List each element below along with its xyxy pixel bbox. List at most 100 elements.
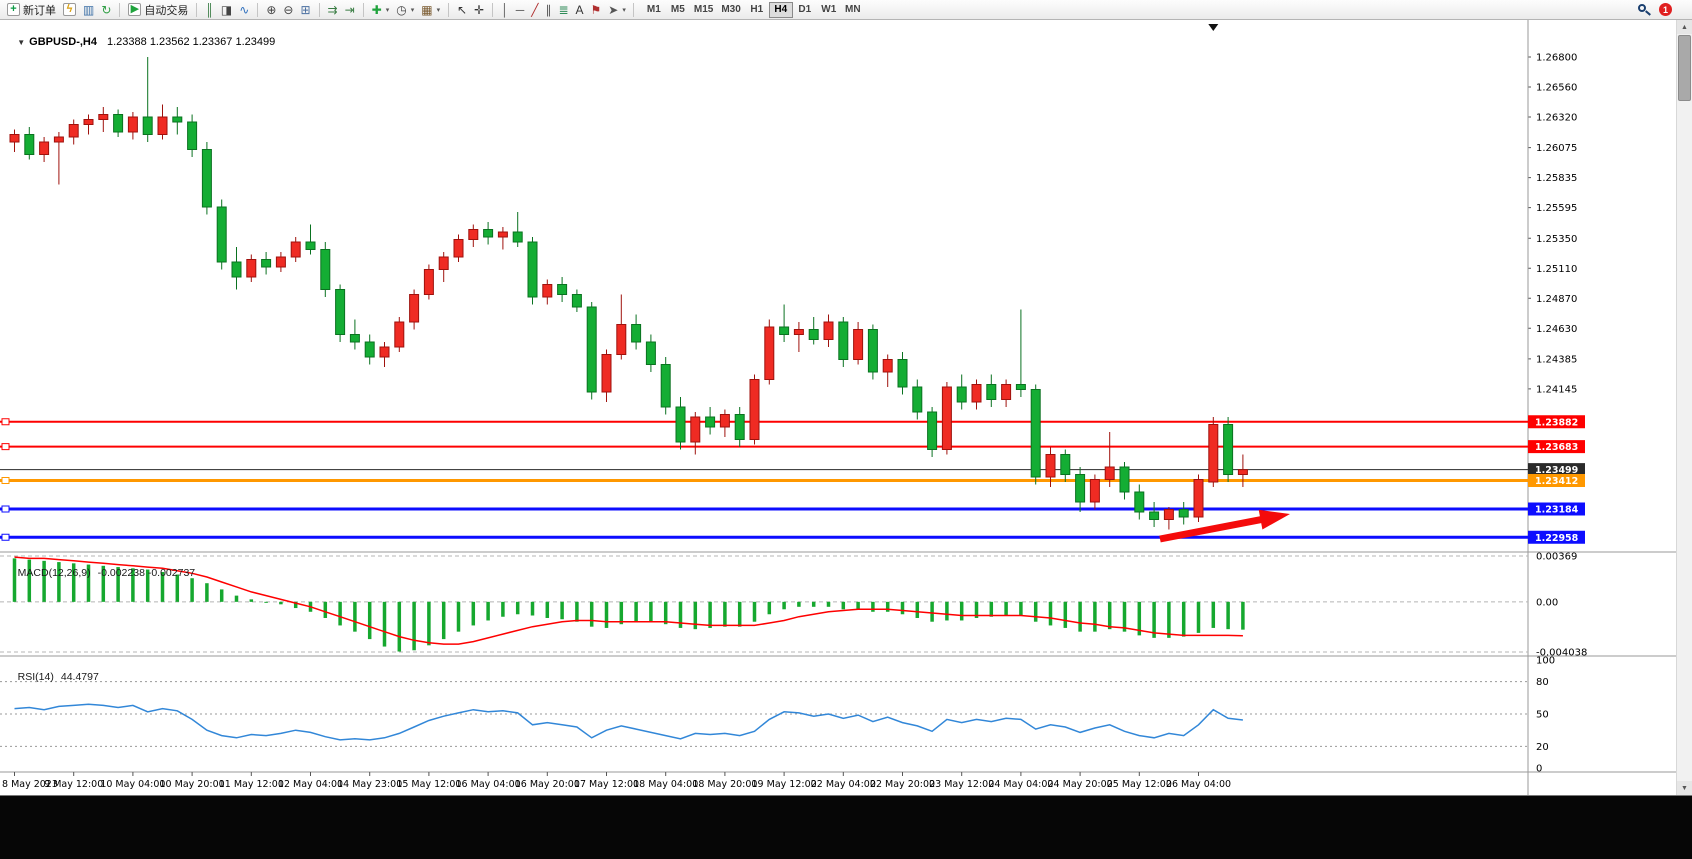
crosshair-button[interactable]: ✛ bbox=[471, 1, 487, 19]
line-handle[interactable] bbox=[1, 533, 10, 541]
macd-histogram-bar bbox=[826, 601, 831, 607]
toolbar-separator bbox=[196, 2, 198, 17]
templates-button[interactable]: ▦ ▾ bbox=[418, 1, 443, 19]
vertical-scrollbar[interactable]: ▲ ▼ bbox=[1676, 20, 1692, 795]
candle-body bbox=[853, 329, 864, 360]
timeframe-w1[interactable]: W1 bbox=[817, 2, 841, 18]
label-button[interactable]: ⚑ bbox=[588, 1, 605, 19]
line-handle[interactable] bbox=[1, 418, 10, 426]
candle-body bbox=[1208, 424, 1219, 483]
scroll-up-icon[interactable]: ▲ bbox=[1677, 20, 1692, 34]
price-axis-label: 1.26320 bbox=[1536, 113, 1577, 124]
bar-chart-type-button[interactable]: ║ bbox=[202, 1, 217, 19]
price-axis-label: 1.25350 bbox=[1536, 234, 1577, 245]
chevron-down-icon: ▾ bbox=[436, 6, 441, 14]
search-icon bbox=[1638, 3, 1646, 12]
macd-histogram-bar bbox=[737, 601, 742, 627]
vertical-line-icon: │ bbox=[501, 2, 509, 17]
candle bbox=[571, 289, 582, 312]
timeframe-m5[interactable]: M5 bbox=[666, 2, 690, 18]
arrows-button[interactable]: ➤ ▾ bbox=[605, 1, 629, 19]
date-axis-label: 8 May 2023 bbox=[2, 779, 58, 790]
timeframe-mn[interactable]: MN bbox=[841, 2, 865, 18]
timeframe-d1[interactable]: D1 bbox=[793, 2, 817, 18]
macd-histogram-bar bbox=[338, 601, 342, 626]
macd-histogram-bar bbox=[575, 601, 579, 622]
scrollbar-thumb[interactable] bbox=[1678, 35, 1691, 101]
periods-button[interactable]: ◷ ▾ bbox=[393, 1, 417, 19]
macd-histogram-bar bbox=[530, 601, 535, 616]
toolbar-separator bbox=[257, 2, 259, 17]
macd-histogram-bar bbox=[382, 601, 387, 647]
candle-body bbox=[645, 341, 656, 365]
candle bbox=[838, 317, 849, 367]
refresh-circle-icon: ↻ bbox=[101, 2, 112, 17]
auto-scroll-button[interactable]: ⇉ bbox=[325, 1, 341, 19]
macd-histogram-bar bbox=[323, 601, 328, 618]
candle bbox=[808, 317, 819, 345]
candle-body bbox=[9, 134, 20, 143]
candle bbox=[157, 104, 168, 140]
zoom-in-button[interactable]: ⊕ bbox=[263, 1, 279, 19]
line-handle[interactable] bbox=[1, 477, 10, 484]
candle-body bbox=[586, 306, 597, 393]
date-axis-label: 18 May 20:00 bbox=[692, 779, 757, 790]
rsi-scale-label: 100 bbox=[1536, 656, 1555, 667]
fibonacci-button[interactable]: ≣ bbox=[555, 1, 571, 19]
timeframe-m1[interactable]: M1 bbox=[642, 2, 666, 18]
timeframe-m30[interactable]: M30 bbox=[717, 2, 744, 18]
candle bbox=[216, 199, 227, 270]
candle-body bbox=[512, 231, 523, 243]
timeframe-h1[interactable]: H1 bbox=[745, 2, 769, 18]
macd-histogram-bar bbox=[515, 601, 520, 615]
notification-badge[interactable]: 1 bbox=[1659, 3, 1672, 16]
candle bbox=[483, 222, 494, 245]
rsi-line bbox=[14, 703, 1243, 741]
macd-histogram-bar bbox=[131, 568, 135, 602]
date-axis-label: 19 May 12:00 bbox=[752, 779, 817, 790]
chart-window-icon: ▥ bbox=[83, 2, 95, 17]
annotation-arrow[interactable] bbox=[1159, 509, 1290, 543]
candle bbox=[631, 314, 642, 350]
vertical-line-button[interactable]: │ bbox=[498, 1, 512, 19]
scroll-down-icon[interactable]: ▼ bbox=[1677, 781, 1692, 795]
candlestick-type-button[interactable]: ◨ bbox=[218, 1, 235, 19]
autotrading-button[interactable]: ▶ 自动交易 bbox=[125, 1, 191, 19]
chart-shift-button[interactable]: ⇥ bbox=[342, 1, 358, 19]
date-axis-label: 10 May 04:00 bbox=[100, 779, 165, 790]
candle-body bbox=[971, 384, 982, 403]
date-axis-label: 22 May 04:00 bbox=[811, 779, 876, 790]
toolbar-button-groups: + 新订单 ϟ ▥ ↻ ▶ 自动交易 ║ ◨ ∿ ⊕ ⊖ ⊞ ⇉ ⇥ ✚ ▾ ◷ ▾ ▦ ▾ ↖ ✛ │ ─ ╱ ∥ ≣ A ⚑ ➤ ▾ bbox=[4, 1, 629, 19]
candle bbox=[290, 237, 301, 262]
channel-button[interactable]: ∥ bbox=[542, 1, 554, 19]
tile-windows-button[interactable]: ⊞ bbox=[297, 1, 313, 19]
cursor-button[interactable]: ↖ bbox=[454, 1, 470, 19]
timeframe-h4[interactable]: H4 bbox=[768, 1, 793, 18]
search-button[interactable] bbox=[1637, 3, 1651, 17]
horizontal-line-button[interactable]: ─ bbox=[513, 1, 528, 19]
line-chart-type-button[interactable]: ∿ bbox=[236, 1, 252, 19]
indicators-button[interactable]: ✚ ▾ bbox=[369, 1, 393, 19]
line-handle[interactable] bbox=[1, 443, 10, 451]
candle-body bbox=[246, 259, 257, 278]
text-button[interactable]: A bbox=[573, 1, 587, 19]
trendline-button[interactable]: ╱ bbox=[528, 1, 541, 19]
toolbar-separator bbox=[632, 2, 634, 17]
line-chart-icon: ∿ bbox=[239, 2, 250, 17]
candle bbox=[1075, 467, 1086, 512]
candle-body bbox=[1119, 466, 1130, 493]
quotes-button[interactable]: ϟ bbox=[60, 1, 79, 19]
timeframe-m15[interactable]: M15 bbox=[690, 2, 717, 18]
new-order-button[interactable]: + 新订单 bbox=[4, 1, 59, 19]
line-handle[interactable] bbox=[1, 505, 10, 513]
candle-body bbox=[1075, 474, 1086, 503]
date-axis-label: 18 May 04:00 bbox=[633, 779, 698, 790]
chart-window-button[interactable]: ▥ bbox=[80, 1, 97, 19]
candle-body bbox=[1134, 491, 1145, 513]
zoom-out-button[interactable]: ⊖ bbox=[280, 1, 296, 19]
candle-body bbox=[1045, 454, 1056, 478]
candle bbox=[1104, 432, 1115, 487]
macd-histogram-bar bbox=[1211, 601, 1216, 628]
profiles-button[interactable]: ↻ bbox=[98, 1, 114, 19]
macd-histogram-bar bbox=[945, 601, 949, 621]
